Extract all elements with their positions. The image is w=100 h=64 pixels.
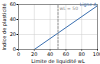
svg-text:20: 20 bbox=[31, 51, 37, 57]
svg-text:20: 20 bbox=[10, 31, 16, 37]
svg-text:60: 60 bbox=[10, 1, 16, 7]
svg-text:wL = 50: wL = 50 bbox=[60, 6, 79, 11]
svg-text:80: 80 bbox=[79, 51, 85, 57]
svg-text:0: 0 bbox=[13, 46, 16, 52]
svg-text:Ligne A: Ligne A bbox=[80, 2, 98, 7]
svg-text:60: 60 bbox=[63, 51, 69, 57]
svg-text:Limite de liquidité wL: Limite de liquidité wL bbox=[31, 58, 85, 64]
svg-text:40: 40 bbox=[10, 16, 16, 22]
svg-text:Indice de plasticité: Indice de plasticité bbox=[1, 3, 8, 50]
svg-text:100: 100 bbox=[93, 51, 100, 57]
svg-text:40: 40 bbox=[47, 51, 53, 57]
svg-text:0: 0 bbox=[17, 51, 20, 57]
